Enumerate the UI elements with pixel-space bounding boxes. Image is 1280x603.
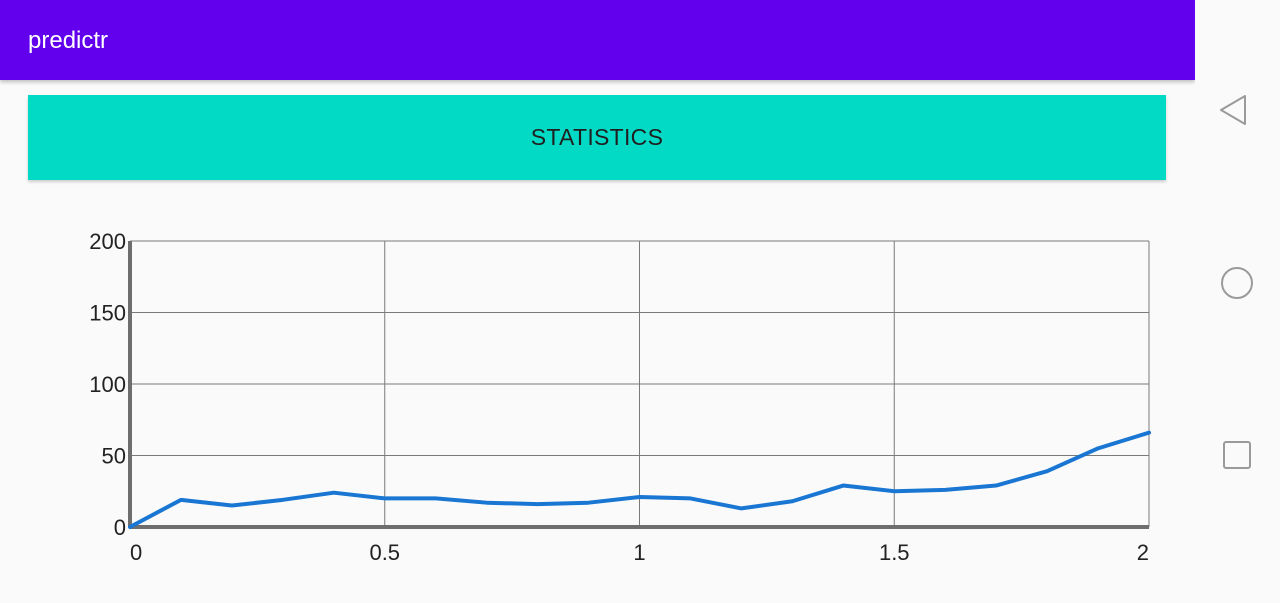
back-triangle-icon <box>1220 95 1246 125</box>
recents-square-icon <box>1223 441 1251 469</box>
y-tick-label: 200 <box>89 229 126 254</box>
x-tick-label: 0.5 <box>369 540 400 565</box>
recents-button[interactable] <box>1215 433 1259 477</box>
statistics-button[interactable]: STATISTICS <box>28 95 1166 180</box>
app-title: predictr <box>28 27 109 54</box>
y-tick-label: 150 <box>89 301 126 326</box>
x-tick-label: 1 <box>633 540 645 565</box>
x-tick-label: 0 <box>130 540 142 565</box>
system-nav-bar <box>1195 0 1280 603</box>
app-bar: predictr <box>0 0 1195 80</box>
y-tick-label: 50 <box>102 444 126 469</box>
back-button[interactable] <box>1215 88 1259 132</box>
x-tick-label: 1.5 <box>879 540 910 565</box>
line-chart: 0 50 100 150 200 0 0.5 1 1.5 2 <box>89 229 1151 565</box>
y-tick-label: 0 <box>114 515 126 540</box>
home-circle-icon <box>1221 267 1253 299</box>
home-button[interactable] <box>1215 261 1259 305</box>
y-tick-label: 100 <box>89 372 126 397</box>
x-tick-label: 2 <box>1137 540 1149 565</box>
